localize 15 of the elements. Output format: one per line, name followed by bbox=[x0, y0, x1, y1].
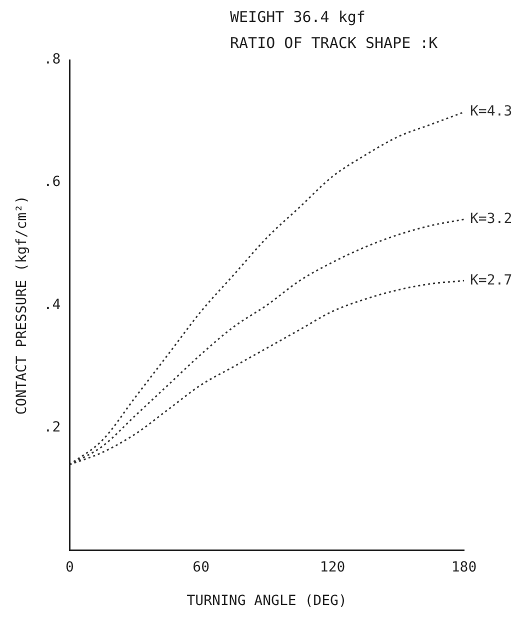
y-tick-label: .8 bbox=[44, 52, 61, 68]
chart-title: WEIGHT 36.4 kgf bbox=[229, 8, 366, 26]
y-axis-title: CONTACT PRESSURE (kgf/cm²) bbox=[14, 196, 30, 415]
x-tick-label: 180 bbox=[451, 559, 477, 576]
series-label: K=3.2 bbox=[470, 211, 512, 228]
chart-subtitle: RATIO OF TRACK SHAPE :K bbox=[229, 34, 439, 52]
y-tick-label: .6 bbox=[44, 174, 61, 190]
x-tick-label: 120 bbox=[320, 559, 346, 576]
x-tick-label: 0 bbox=[65, 559, 74, 576]
y-tick-label: .4 bbox=[44, 296, 61, 313]
x-axis-title: TURNING ANGLE (DEG) bbox=[186, 593, 347, 610]
x-tick-label: 60 bbox=[192, 559, 210, 576]
series-label: K=4.3 bbox=[470, 104, 512, 120]
y-tick-label: .2 bbox=[44, 419, 61, 436]
series-label: K=2.7 bbox=[470, 272, 512, 288]
